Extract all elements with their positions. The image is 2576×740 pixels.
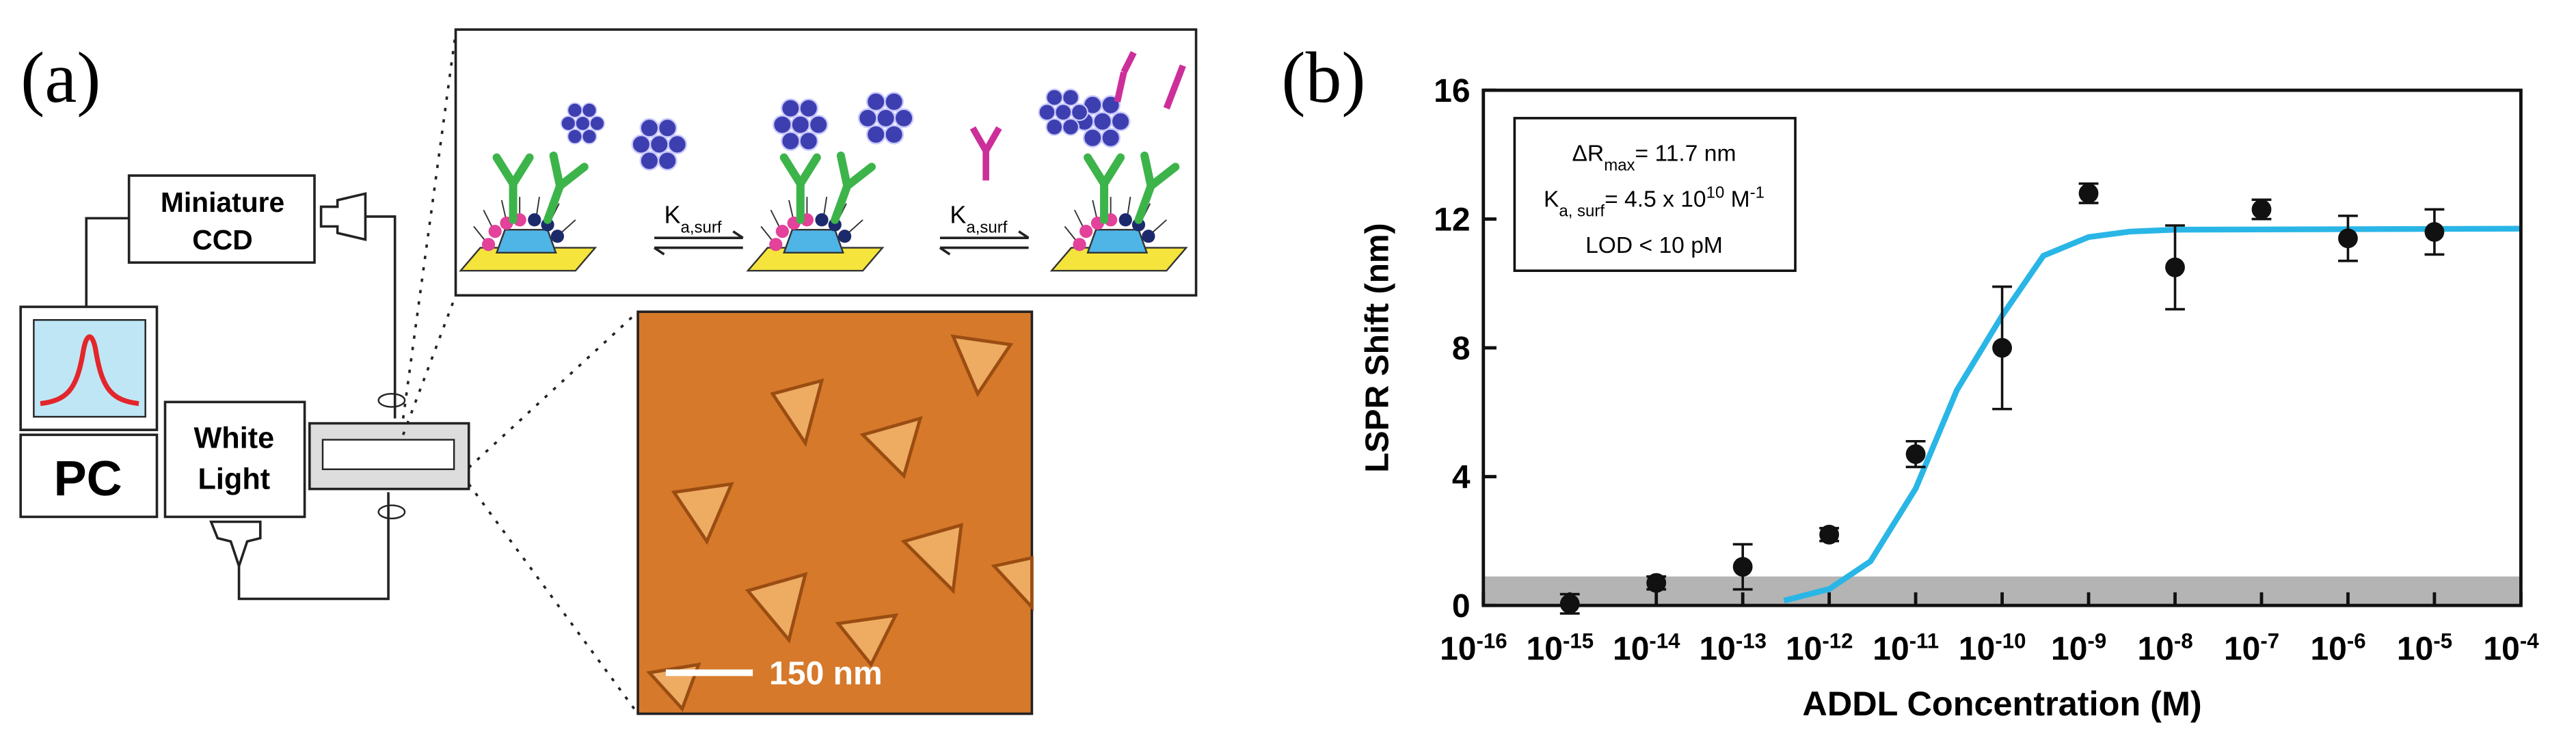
ccd-label: Miniature bbox=[161, 187, 284, 218]
annotation-box bbox=[1513, 117, 1797, 273]
panel-label: (a) bbox=[21, 38, 100, 118]
x-tick-label: 10-11 bbox=[1873, 629, 1939, 668]
spectrum-icon bbox=[40, 334, 139, 407]
panel-label: (b) bbox=[1281, 38, 1365, 118]
x-tick-label: 10-4 bbox=[2483, 629, 2539, 668]
x-tick-label: 10-14 bbox=[1613, 629, 1680, 668]
data-point bbox=[2424, 222, 2445, 242]
lens bbox=[377, 393, 406, 408]
scale-label: 150 nm bbox=[769, 655, 882, 691]
annotation-part: K bbox=[1544, 187, 1559, 213]
fiber bbox=[85, 215, 397, 601]
light-box bbox=[163, 400, 306, 519]
annotation: Ka, surf= 4.5 x 1010 M-1 bbox=[1544, 183, 1765, 220]
flow-cell-inner bbox=[321, 439, 455, 470]
ccd-lens bbox=[319, 192, 367, 241]
x-tick-label: 10-6 bbox=[2310, 629, 2365, 668]
data-point bbox=[1905, 444, 1926, 465]
x-tick-label: 10-10 bbox=[1959, 629, 2026, 668]
data-point bbox=[1992, 338, 2012, 358]
annotation-part: 10 bbox=[1706, 183, 1725, 202]
plot-frame bbox=[1481, 88, 2523, 607]
pc-box bbox=[19, 433, 159, 519]
nanoparticles bbox=[646, 334, 1034, 712]
y-tick-label: 8 bbox=[1452, 331, 1471, 367]
y-tick-label: 4 bbox=[1452, 459, 1471, 495]
x-axis-label: ADDL Concentration (M) bbox=[1802, 684, 2201, 723]
x-tick-label: 10-15 bbox=[1527, 629, 1594, 668]
ccd-box bbox=[127, 174, 316, 264]
data-point bbox=[2165, 257, 2185, 277]
rate-label: Ka,surf bbox=[950, 201, 1007, 236]
x-tick-label: 10-8 bbox=[2138, 629, 2193, 668]
annotation: ΔRmax= 11.7 nm bbox=[1572, 141, 1736, 174]
y-tick-label: 16 bbox=[1434, 73, 1470, 109]
antibody-pink bbox=[969, 126, 1002, 181]
light-label: White bbox=[194, 422, 275, 455]
light-lens bbox=[209, 520, 262, 571]
annotation: LOD < 10 pM bbox=[1585, 233, 1723, 258]
data-point bbox=[1646, 573, 1667, 593]
data-point bbox=[1732, 557, 1753, 577]
x-tick-label: 10-9 bbox=[2051, 629, 2106, 668]
annotation-part: ΔR bbox=[1572, 141, 1604, 166]
rate-label: Ka,surf bbox=[664, 201, 721, 236]
annotation-part: -1 bbox=[1750, 183, 1765, 202]
light-label: Light bbox=[198, 463, 271, 496]
y-axis-label: LSPR Shift (nm) bbox=[1359, 223, 1395, 472]
x-tick-label: 10-13 bbox=[1699, 629, 1767, 668]
ccd-label: CCD bbox=[192, 224, 252, 256]
x-tick-label: 10-16 bbox=[1440, 629, 1507, 668]
data-point bbox=[2078, 183, 2099, 204]
x-tick-label: 10-7 bbox=[2224, 629, 2279, 668]
data-point bbox=[2251, 200, 2272, 219]
pc-label: PC bbox=[54, 452, 122, 506]
x-tick-label: 10-5 bbox=[2397, 629, 2452, 668]
annotation-part: LOD < 10 pM bbox=[1585, 233, 1723, 258]
annotation-part: = 11.7 nm bbox=[1635, 141, 1736, 166]
y-tick-label: 12 bbox=[1434, 202, 1470, 238]
annotation-part: = 4.5 x 10 bbox=[1605, 187, 1706, 213]
annotation-part: M bbox=[1724, 187, 1749, 213]
data-point bbox=[2338, 228, 2358, 249]
lens bbox=[377, 504, 406, 520]
fit-curve bbox=[1783, 225, 2521, 604]
annotation-part: max bbox=[1604, 156, 1635, 174]
y-tick-label: 0 bbox=[1452, 588, 1471, 625]
data-point bbox=[1819, 525, 1840, 545]
zoom-lines bbox=[401, 32, 639, 715]
equilibrium-arrow bbox=[654, 230, 1030, 256]
annotation-part: a, surf bbox=[1559, 202, 1605, 220]
x-tick-label: 10-12 bbox=[1786, 629, 1853, 668]
antibody-pink bbox=[1114, 51, 1186, 110]
